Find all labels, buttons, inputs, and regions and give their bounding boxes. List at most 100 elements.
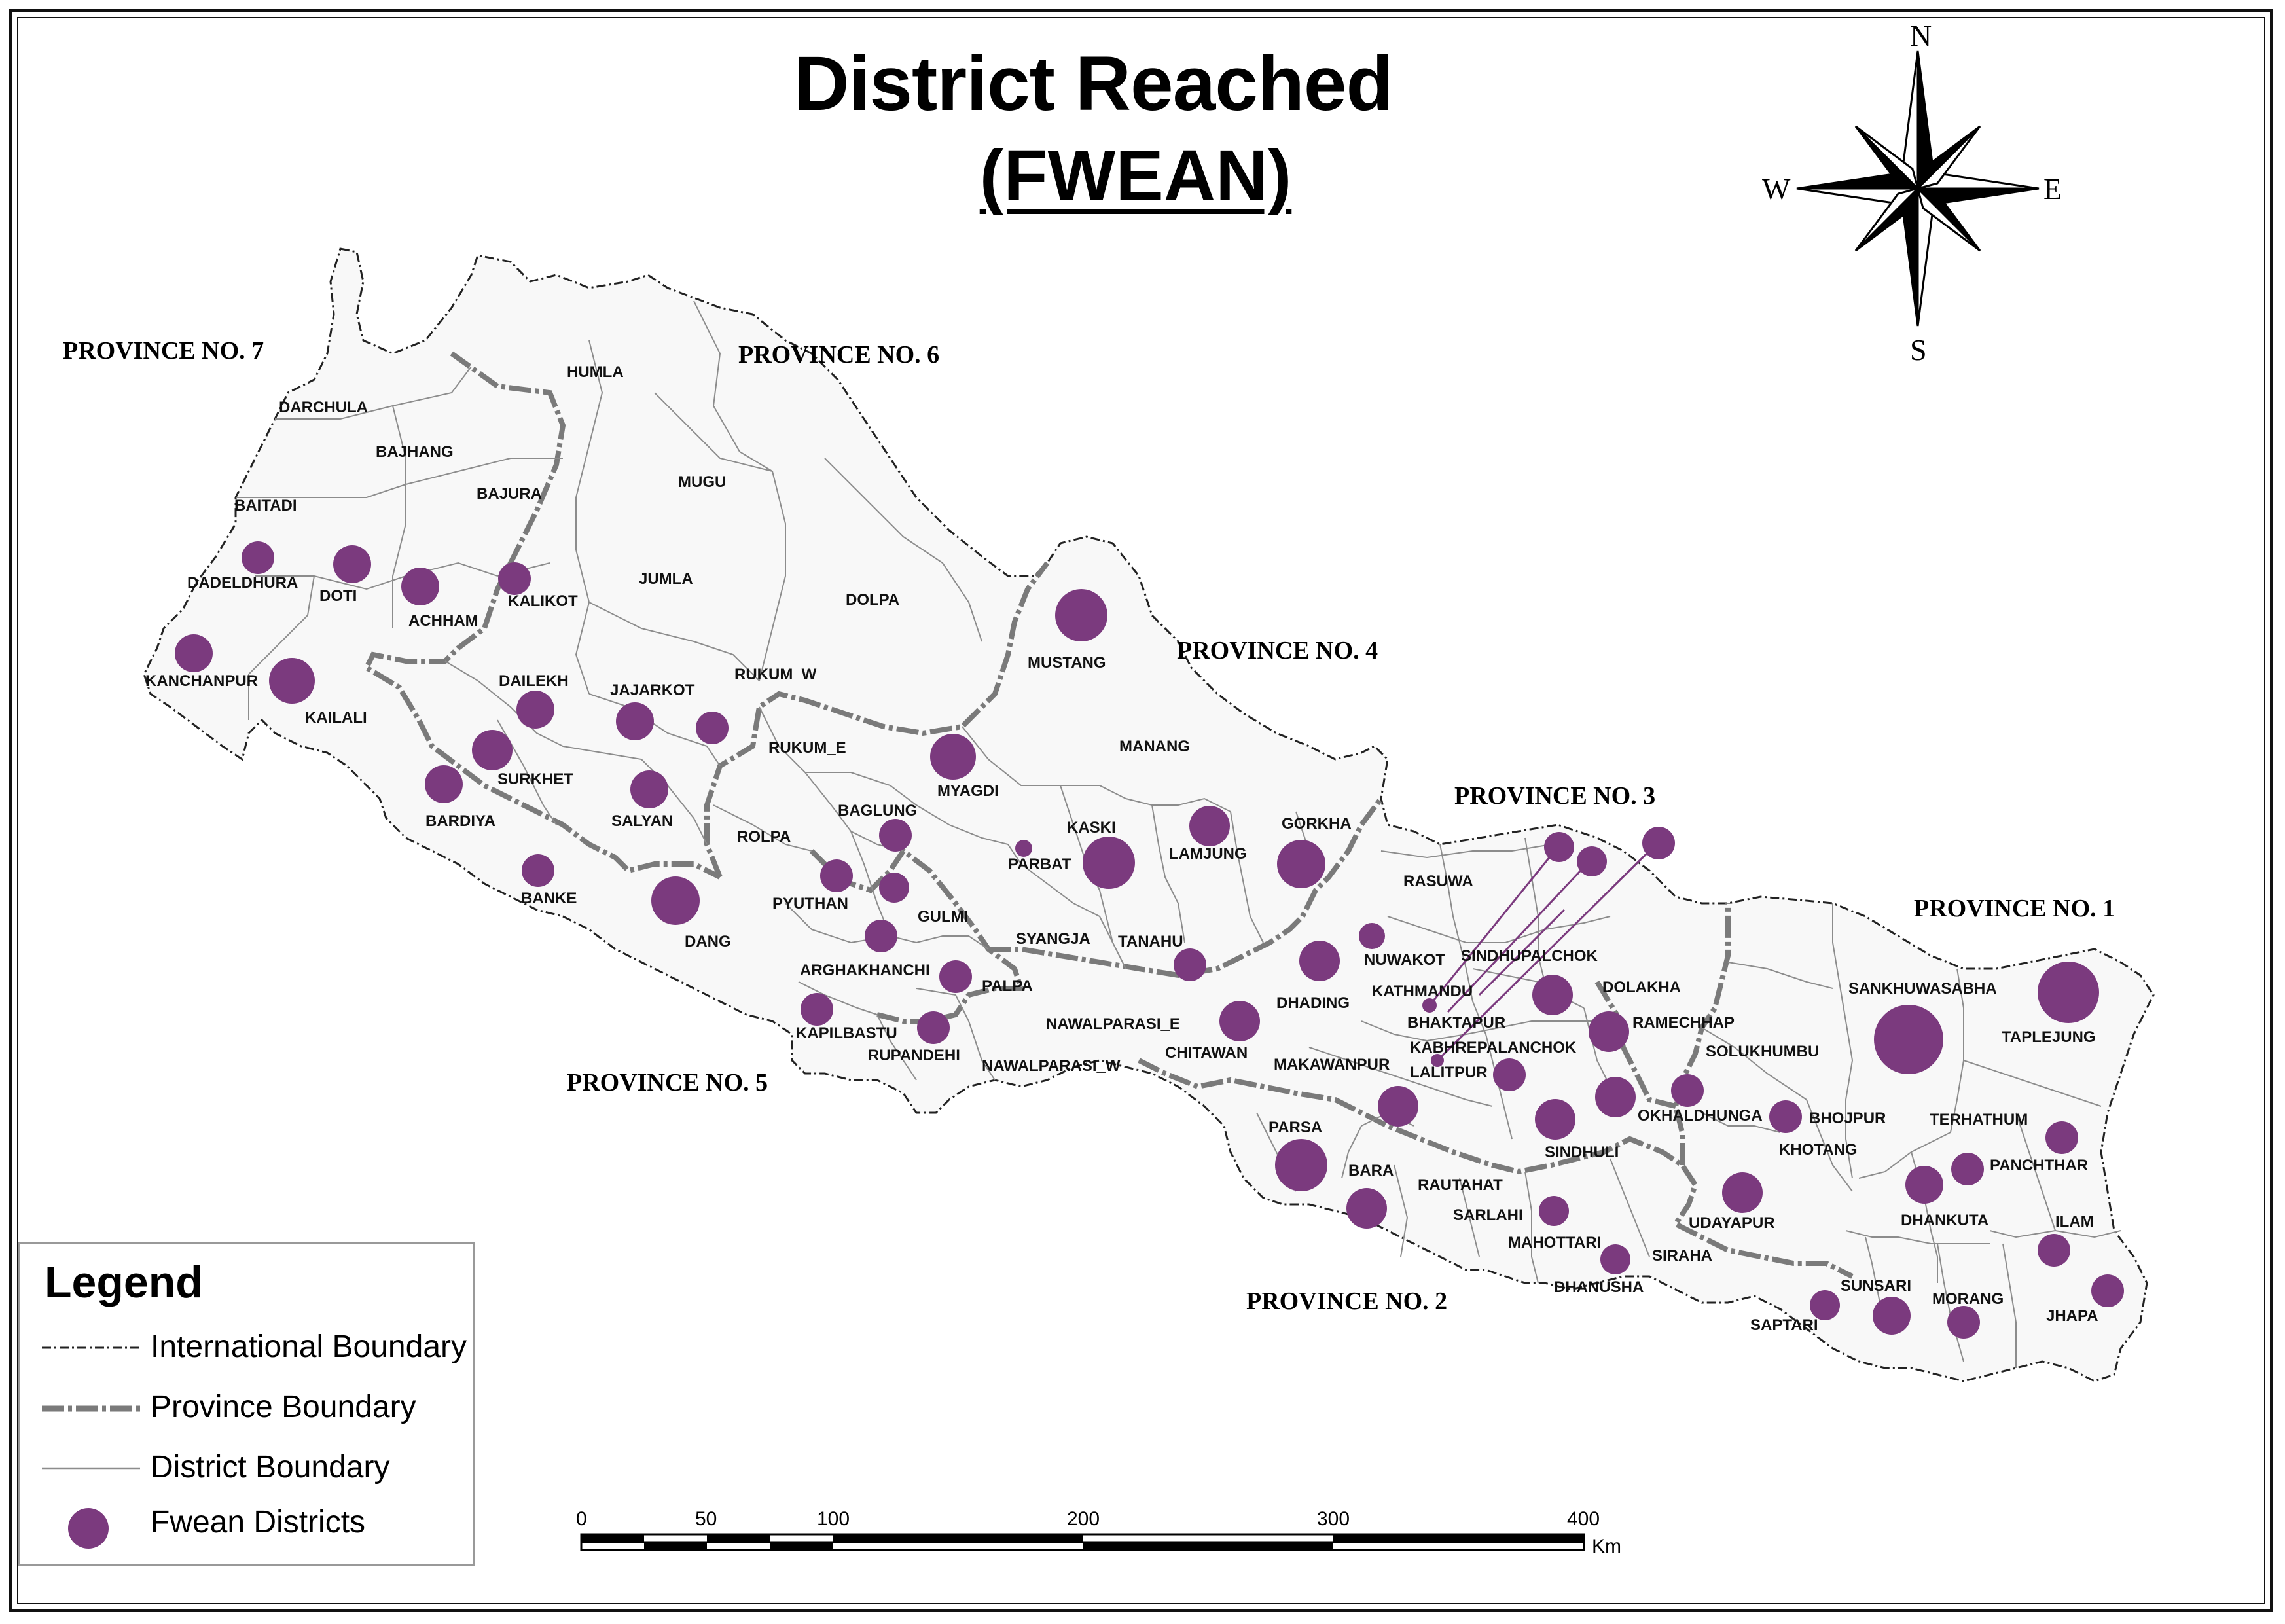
district-label: ILAM <box>2055 1213 2094 1231</box>
scale-tick-label: 300 <box>1317 1508 1350 1530</box>
legend-province-symbol <box>42 1405 140 1412</box>
province-label-7: PROVINCE NO. 7 <box>63 337 264 365</box>
district-label: HUMLA <box>567 363 624 381</box>
map-title: District Reached <box>793 41 1393 127</box>
district-label: NAWALPARASI_E <box>1046 1015 1180 1033</box>
province-labels: PROVINCE NO. 7 PROVINCE NO. 6 PROVINCE N… <box>63 337 2115 1315</box>
district-label: DHADING <box>1276 994 1350 1012</box>
legend-fwean-symbol <box>68 1508 109 1549</box>
district-label: BAGLUNG <box>838 802 917 820</box>
district-label: KAPILBASTU <box>796 1024 897 1042</box>
fwean-district-marker <box>175 634 213 672</box>
district-label: UDAYAPUR <box>1689 1214 1775 1232</box>
district-labels: DARCHULA BAJHANG BAITADI HUMLA BAJURA MU… <box>145 363 2098 1334</box>
legend-title: Legend <box>45 1257 203 1307</box>
fwean-district-marker <box>333 545 371 583</box>
scale-tick-label: 0 <box>576 1508 587 1530</box>
district-label: ARGHAKHANCHI <box>800 962 930 979</box>
fwean-district-marker <box>2038 962 2099 1023</box>
district-label: PYUTHAN <box>772 895 848 912</box>
district-label: KANCHANPUR <box>145 672 258 690</box>
district-label: NAWALPARASI_W <box>982 1057 1121 1075</box>
fwean-district-marker <box>1055 589 1107 641</box>
district-label: DANG <box>685 933 731 950</box>
district-label: MUSTANG <box>1028 654 1106 672</box>
district-label: TAPLEJUNG <box>2002 1028 2096 1046</box>
district-label: MORANG <box>1932 1290 2004 1308</box>
fwean-district-marker <box>1873 1297 1911 1335</box>
district-label: MUGU <box>678 473 726 491</box>
fwean-district-marker <box>616 702 654 740</box>
fwean-district-marker <box>1642 827 1675 859</box>
district-label: PANCHTHAR <box>1990 1157 2088 1174</box>
fwean-district-marker <box>2091 1274 2124 1307</box>
map-legend: Legend International Boundary Province B… <box>18 1242 475 1566</box>
fwean-district-marker <box>651 876 700 925</box>
fwean-district-marker <box>1905 1166 1943 1204</box>
scale-bar: 0 50 100 200 300 400 Km <box>576 1508 1621 1557</box>
fwean-district-marker <box>1219 1001 1260 1041</box>
province-label-1: PROVINCE NO. 1 <box>1914 895 2115 922</box>
district-label: SARLAHI <box>1453 1206 1523 1224</box>
fwean-district-marker <box>401 568 439 605</box>
district-label: DHANUSHA <box>1554 1278 1644 1296</box>
fwean-district-marker <box>1951 1153 1984 1185</box>
legend-international-label: International Boundary <box>151 1329 467 1364</box>
fwean-district-marker <box>1535 1099 1575 1140</box>
district-label: KASKI <box>1067 819 1116 837</box>
fwean-district-marker <box>1947 1306 1980 1339</box>
fwean-district-marker <box>1431 1054 1444 1067</box>
fwean-district-marker <box>1422 998 1437 1013</box>
district-label: TERHATHUM <box>1930 1111 2028 1128</box>
province-label-3: PROVINCE NO. 3 <box>1454 782 1655 810</box>
district-label: MAKAWANPUR <box>1274 1056 1390 1074</box>
district-label: GULMI <box>918 908 968 926</box>
fwean-district-marker <box>1493 1058 1526 1091</box>
fwean-district-marker <box>522 854 554 887</box>
district-label: LAMJUNG <box>1169 845 1247 863</box>
district-label: PALPA <box>982 977 1033 995</box>
district-label: RUPANDEHI <box>868 1047 960 1064</box>
district-label: DHANKUTA <box>1901 1212 1988 1229</box>
district-label: JHAPA <box>2046 1307 2098 1325</box>
district-label: DOLAKHA <box>1602 979 1681 996</box>
fwean-district-marker <box>1277 840 1325 888</box>
fwean-district-marker <box>696 712 729 744</box>
fwean-district-marker <box>1378 1086 1418 1127</box>
district-label: PARBAT <box>1008 856 1071 873</box>
district-label: BHAKTAPUR <box>1407 1014 1505 1032</box>
fwean-district-marker <box>1544 832 1574 862</box>
district-label: JUMLA <box>639 570 693 588</box>
fwean-district-marker <box>630 770 668 808</box>
legend-province-label: Province Boundary <box>151 1390 416 1424</box>
district-label: DOTI <box>319 587 357 605</box>
fwean-district-marker <box>1174 948 1206 981</box>
map-frame-inner <box>17 17 2265 1604</box>
district-label: SINDHUPALCHOK <box>1461 947 1598 965</box>
fwean-district-marker <box>1671 1074 1704 1107</box>
district-label: MANANG <box>1119 738 1190 755</box>
fwean-district-marker <box>1359 923 1385 949</box>
district-label: DOLPA <box>846 591 899 609</box>
district-label: BARDIYA <box>425 812 495 830</box>
district-label: SYANGJA <box>1016 930 1090 948</box>
compass-east-label: E <box>2043 172 2062 206</box>
fwean-district-marker <box>1595 1077 1636 1117</box>
fwean-district-marker <box>879 819 912 852</box>
legend-district-label: District Boundary <box>151 1450 390 1485</box>
district-label: NUWAKOT <box>1364 951 1445 969</box>
compass-rose: N S E W <box>1762 19 2062 367</box>
fwean-district-marker <box>472 730 513 770</box>
fwean-district-marker <box>1189 806 1230 846</box>
fwean-district-marker <box>1600 1244 1630 1274</box>
fwean-district-marker <box>930 734 976 780</box>
district-label: ROLPA <box>737 828 791 846</box>
fwean-district-marker <box>1083 837 1135 889</box>
fwean-district-marker <box>2045 1121 2078 1154</box>
compass-north-label: N <box>1910 19 1932 52</box>
district-label: DARCHULA <box>279 399 368 416</box>
scale-tick-label: 400 <box>1567 1508 1600 1530</box>
fwean-district-marker <box>879 873 909 903</box>
fwean-district-marker <box>242 541 274 574</box>
fwean-district-marker <box>498 562 531 595</box>
